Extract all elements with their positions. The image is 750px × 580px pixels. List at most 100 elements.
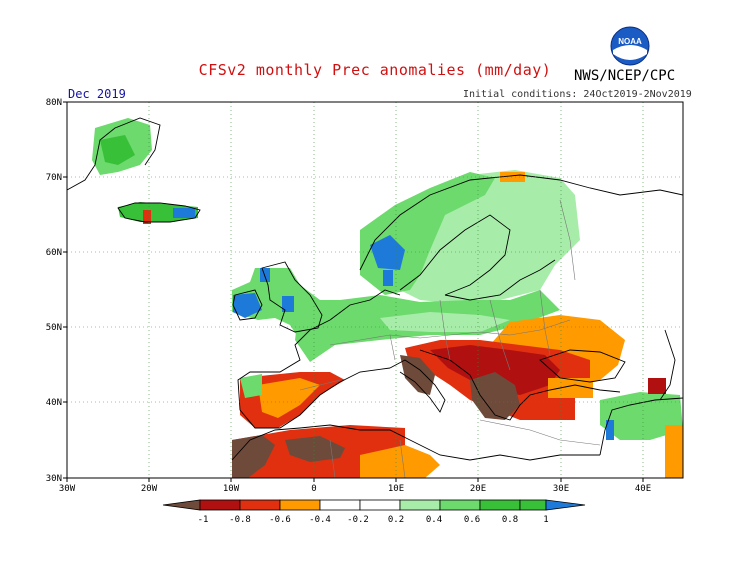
- colorbar-swatch-3: [279, 499, 321, 511]
- colorbar-swatch-gt-1: [545, 499, 586, 511]
- colorbar-swatch-6: [399, 499, 441, 511]
- colorbar-label-5: 0.2: [388, 515, 404, 525]
- coast-italy: [389, 359, 446, 413]
- lat-tick-marks: [63, 101, 67, 479]
- forecast-month: Dec 2019: [68, 87, 126, 101]
- region-scotland-blue: [260, 268, 270, 282]
- noaa-logo: NOAA: [610, 26, 650, 66]
- colorbar-swatch-4: [319, 499, 361, 511]
- coast-iceland: [117, 202, 201, 223]
- lon-label-20e: 20E: [470, 484, 486, 494]
- region-turkey-orange: [548, 378, 593, 398]
- lat-label-30: 30N: [46, 474, 62, 484]
- border-f: [299, 379, 341, 391]
- coast-norway: [359, 174, 683, 271]
- lon-label-20w: 20W: [141, 484, 158, 494]
- border-e: [539, 289, 551, 356]
- colorbar-swatch-2: [239, 499, 281, 511]
- region-greenland-inner: [100, 135, 135, 165]
- coast-africa: [231, 424, 600, 461]
- colorbar-label-9: 1: [543, 515, 548, 525]
- region-wales-blue: [282, 296, 294, 312]
- noaa-logo-text: NOAA: [618, 37, 642, 46]
- coast-baltic: [444, 259, 556, 301]
- region-algeria-orange: [360, 445, 440, 478]
- region-morocco-brown: [232, 435, 275, 478]
- initial-conditions: Initial conditions: 24Oct2019-2Nov2019: [463, 89, 692, 100]
- lon-label-10w: 10W: [223, 484, 240, 494]
- lat-label-50: 50N: [46, 323, 62, 333]
- lon-label-30w: 30W: [59, 484, 76, 494]
- colorbar-label-4: -0.2: [347, 515, 369, 525]
- lon-label-40e: 40E: [635, 484, 651, 494]
- colorbar-label-2: -0.6: [269, 515, 291, 525]
- region-ireland-blue: [233, 293, 262, 318]
- coast-britain: [261, 261, 323, 333]
- region-caucasus-red: [648, 378, 666, 394]
- lon-label-0: 0: [311, 484, 316, 494]
- colorbar-labels: -1 -0.8 -0.6 -0.4 -0.2 0.2 0.4 0.6 0.8 1: [198, 515, 549, 525]
- graticule: [67, 102, 683, 478]
- coast-balkans: [419, 349, 621, 421]
- region-balkans-dark: [430, 345, 560, 395]
- lat-label-80: 80N: [46, 98, 62, 108]
- lat-label-70: 70N: [46, 173, 62, 183]
- region-levant: [600, 392, 683, 440]
- region-north-blue: [383, 270, 393, 286]
- region-north-orange: [500, 172, 525, 182]
- lat-labels: 80N 70N 60N 50N 40N 30N: [46, 98, 62, 484]
- lon-label-10e: 10E: [388, 484, 404, 494]
- coastlines: [67, 117, 683, 461]
- coast-ireland: [232, 289, 263, 321]
- colorbar-swatch-1: [199, 499, 241, 511]
- colorbar-label-3: -0.4: [309, 515, 331, 525]
- coast-levant: [599, 397, 683, 456]
- coast-greenland: [67, 117, 161, 191]
- map-background: [67, 102, 683, 478]
- region-italy-brown: [400, 355, 435, 395]
- region-greece: [470, 372, 520, 420]
- border-h: [479, 419, 601, 446]
- agency-label: NWS/NCEP/CPC: [574, 68, 676, 84]
- coast-north-sea: [329, 289, 401, 321]
- region-iberia-orange: [258, 378, 320, 418]
- region-middle-east-orange: [665, 425, 683, 478]
- border-d: [489, 299, 511, 371]
- colorbar-swatch-lt-1: [162, 499, 201, 511]
- region-iberia-green: [240, 374, 262, 398]
- border-i: [329, 439, 336, 478]
- colorbar-swatch-8: [479, 499, 521, 511]
- lat-label-40: 40N: [46, 398, 62, 408]
- colorbar-label-0: -1: [198, 515, 209, 525]
- border-a: [329, 319, 571, 346]
- lon-labels: 30W 20W 10W 0 10E 20E 30E 40E: [59, 484, 651, 494]
- lat-label-60: 60N: [46, 248, 62, 258]
- region-iceland-blue: [173, 208, 195, 218]
- coast-caspian: [659, 329, 676, 401]
- border-j: [399, 439, 406, 478]
- country-borders: [299, 199, 601, 478]
- colorbar-label-6: 0.4: [426, 515, 442, 525]
- region-libya-brown: [285, 436, 345, 462]
- colorbar-label-7: 0.6: [464, 515, 480, 525]
- colorbar-swatch-9: [519, 499, 547, 511]
- coast-black-sea: [539, 349, 626, 383]
- anomaly-fields: [92, 118, 683, 478]
- region-norway-blue: [370, 235, 405, 270]
- colorbar-swatch-5: [359, 499, 401, 511]
- map-frame: [66, 101, 684, 479]
- colorbar: [162, 499, 586, 511]
- colorbar-label-8: 0.8: [502, 515, 518, 525]
- region-levant-blue: [606, 420, 614, 440]
- coast-sweden: [399, 214, 511, 296]
- colorbar-label-1: -0.8: [229, 515, 251, 525]
- border-c: [439, 299, 451, 361]
- coast-france-iberia: [237, 319, 391, 429]
- border-g: [559, 199, 576, 281]
- chart-title: CFSv2 monthly Prec anomalies (mm/day): [198, 61, 552, 79]
- colorbar-swatch-7: [439, 499, 481, 511]
- lon-label-30e: 30E: [553, 484, 569, 494]
- region-central-europe-light: [380, 312, 510, 332]
- lon-tick-marks: [66, 478, 644, 482]
